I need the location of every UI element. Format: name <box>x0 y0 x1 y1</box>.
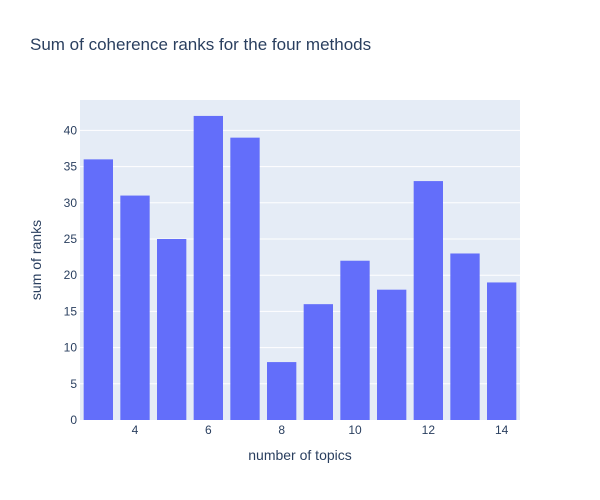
y-tick-label: 10 <box>64 341 78 355</box>
y-axis-title: sum of ranks <box>28 220 44 300</box>
bar-topics-10[interactable] <box>340 260 370 420</box>
bar-topics-5[interactable] <box>157 239 187 420</box>
bar-series <box>83 115 517 420</box>
x-axis-title: number of topics <box>248 447 352 463</box>
x-tick-label: 14 <box>495 423 509 437</box>
x-tick-label: 12 <box>422 423 436 437</box>
bar-topics-8[interactable] <box>267 362 297 420</box>
y-tick-label: 30 <box>64 196 78 210</box>
y-tick-label: 5 <box>70 377 77 391</box>
x-tick-labels: 4 6 8 10 12 14 <box>132 423 509 437</box>
bar-topics-6[interactable] <box>193 115 223 420</box>
bar-topics-14[interactable] <box>487 282 517 420</box>
bar-topics-7[interactable] <box>230 137 260 420</box>
y-tick-label: 35 <box>64 160 78 174</box>
y-tick-label: 15 <box>64 304 78 318</box>
bar-topics-3[interactable] <box>83 159 113 420</box>
x-tick-label: 4 <box>132 423 139 437</box>
y-gridlines <box>80 129 520 385</box>
y-tick-label: 40 <box>64 123 78 137</box>
y-tick-labels: 0 5 10 15 20 25 30 35 40 <box>64 123 78 427</box>
bar-topics-13[interactable] <box>450 253 480 420</box>
plot-area <box>80 100 520 420</box>
y-tick-label: 25 <box>64 232 78 246</box>
x-tick-label: 10 <box>348 423 362 437</box>
bar-topics-9[interactable] <box>303 304 333 420</box>
bar-topics-12[interactable] <box>413 181 443 420</box>
bar-topics-4[interactable] <box>120 195 150 420</box>
bar-topics-11[interactable] <box>377 289 407 420</box>
y-tick-label: 0 <box>70 413 77 427</box>
x-tick-label: 6 <box>205 423 212 437</box>
chart-title: Sum of coherence ranks for the four meth… <box>30 35 371 54</box>
y-tick-label: 20 <box>64 268 78 282</box>
x-tick-label: 8 <box>278 423 285 437</box>
